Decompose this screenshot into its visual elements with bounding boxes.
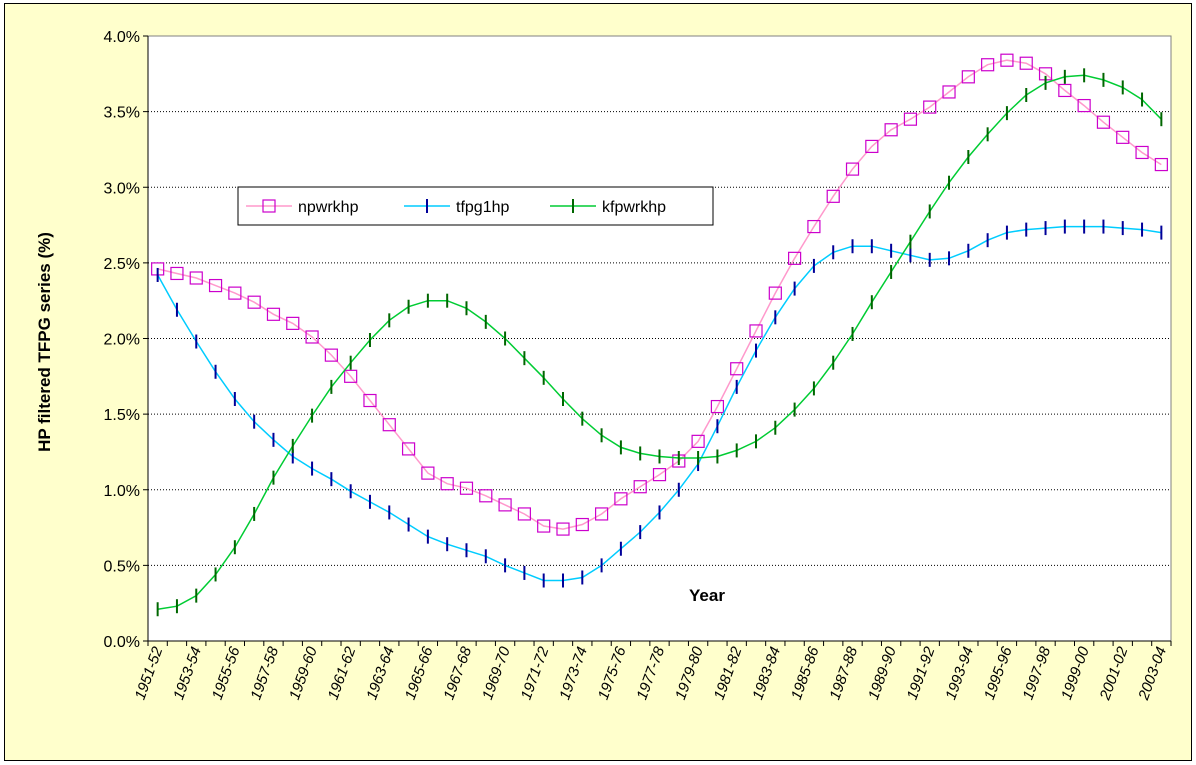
x-tick-label: 1973-74	[556, 645, 591, 703]
data-point	[262, 199, 276, 213]
data-point	[923, 100, 937, 114]
data-point	[614, 492, 628, 506]
data-point	[363, 393, 377, 408]
data-point	[594, 507, 609, 521]
x-tick-label: 1977-78	[633, 644, 668, 702]
x-tick-label: 1983-84	[749, 645, 784, 703]
x-tick-label: 1975-76	[595, 644, 630, 702]
series-npwrkhp	[151, 53, 1168, 536]
x-tick-label: 1965-66	[402, 644, 437, 702]
legend-box	[237, 186, 714, 226]
legend-label: kfpwrkhp	[602, 199, 666, 216]
x-tick-label: 2001-02	[1096, 644, 1131, 703]
data-point	[305, 330, 319, 344]
x-tick-label: 1957-58	[247, 644, 282, 702]
x-tick-label: 1985-86	[788, 644, 823, 702]
y-tick-label: 3.5%	[104, 105, 140, 122]
x-tick-label: 1993-94	[942, 645, 977, 703]
x-tick-label: 1961-62	[325, 644, 360, 702]
data-point	[517, 507, 531, 521]
data-point	[942, 85, 956, 99]
y-axis-label: HP filtered TFPG series (%)	[35, 232, 54, 452]
y-tick-label: 4.0%	[104, 29, 140, 46]
data-point	[691, 434, 705, 448]
data-point	[440, 477, 454, 491]
x-tick-label: 1955-56	[209, 644, 244, 702]
data-point	[382, 418, 396, 432]
x-tick-label: 1995-96	[981, 644, 1016, 702]
x-tick-label: 1989-90	[865, 644, 900, 702]
data-point	[961, 70, 975, 84]
data-point	[247, 295, 261, 309]
x-tick-label: 1959-60	[286, 644, 321, 702]
data-point	[1096, 115, 1111, 129]
data-point	[208, 278, 223, 293]
data-point	[807, 219, 821, 234]
data-point	[537, 519, 551, 533]
x-tick-label: 1971-72	[518, 644, 553, 702]
y-tick-label: 0.5%	[104, 558, 140, 575]
data-point	[652, 468, 667, 482]
data-point	[324, 348, 338, 362]
data-point	[1116, 130, 1130, 144]
data-point	[421, 466, 435, 480]
x-tick-label: 1967-68	[440, 644, 475, 702]
data-point	[556, 522, 570, 536]
data-point	[170, 266, 184, 281]
data-point	[981, 58, 995, 72]
x-tick-label: 1981-82	[711, 644, 746, 702]
x-tick-label: 1999-00	[1058, 644, 1093, 702]
data-point	[788, 251, 802, 265]
data-point	[749, 324, 763, 338]
x-tick-label: 1951-52	[132, 644, 167, 702]
data-point	[730, 362, 744, 376]
x-tick-label: 1997-98	[1019, 644, 1054, 702]
data-point	[498, 498, 512, 512]
data-point	[768, 286, 782, 300]
series-tfpg1hp	[156, 219, 1163, 588]
x-tick-label: 1979-80	[672, 644, 707, 702]
x-tick-label: 1963-64	[363, 645, 398, 703]
data-point	[286, 316, 300, 330]
data-point	[865, 139, 879, 154]
data-point	[1154, 157, 1168, 172]
x-tick-label: 1969-70	[479, 644, 514, 702]
legend: npwrkhp tfpg1hp kfpwrkhp	[237, 186, 714, 226]
data-point	[826, 189, 840, 203]
data-point	[903, 112, 918, 126]
x-tick-label: 1987-88	[826, 644, 861, 702]
data-point	[189, 271, 203, 285]
data-point	[710, 399, 725, 414]
data-point	[575, 517, 589, 532]
data-point	[266, 307, 281, 321]
y-tick-label: 0.0%	[104, 634, 140, 651]
x-axis-label: Year	[689, 586, 725, 605]
data-point	[344, 369, 358, 383]
y-tick-label: 1.5%	[104, 407, 140, 424]
data-point	[884, 123, 898, 137]
series-kfpwrkhp	[156, 68, 1163, 617]
y-tick-label: 2.0%	[104, 332, 140, 349]
data-point	[401, 442, 416, 456]
data-point	[1019, 56, 1033, 70]
x-tick-label: 2003-04	[1135, 645, 1170, 703]
y-tick-label: 2.5%	[104, 256, 140, 273]
data-point	[1058, 83, 1072, 98]
data-point	[479, 489, 493, 503]
legend-label: npwrkhp	[298, 199, 359, 216]
y-tick-label: 3.0%	[104, 180, 140, 197]
x-tick-label: 1991-92	[904, 644, 939, 702]
data-point	[845, 162, 860, 176]
data-point	[633, 480, 647, 494]
data-point	[228, 286, 242, 300]
data-point	[1135, 145, 1149, 160]
x-tick-label: 1953-54	[170, 645, 205, 703]
legend-label: tfpg1hp	[456, 199, 509, 216]
data-point	[1000, 53, 1014, 67]
data-point	[1077, 98, 1091, 113]
data-point	[459, 481, 474, 495]
y-tick-label: 1.0%	[104, 483, 140, 500]
